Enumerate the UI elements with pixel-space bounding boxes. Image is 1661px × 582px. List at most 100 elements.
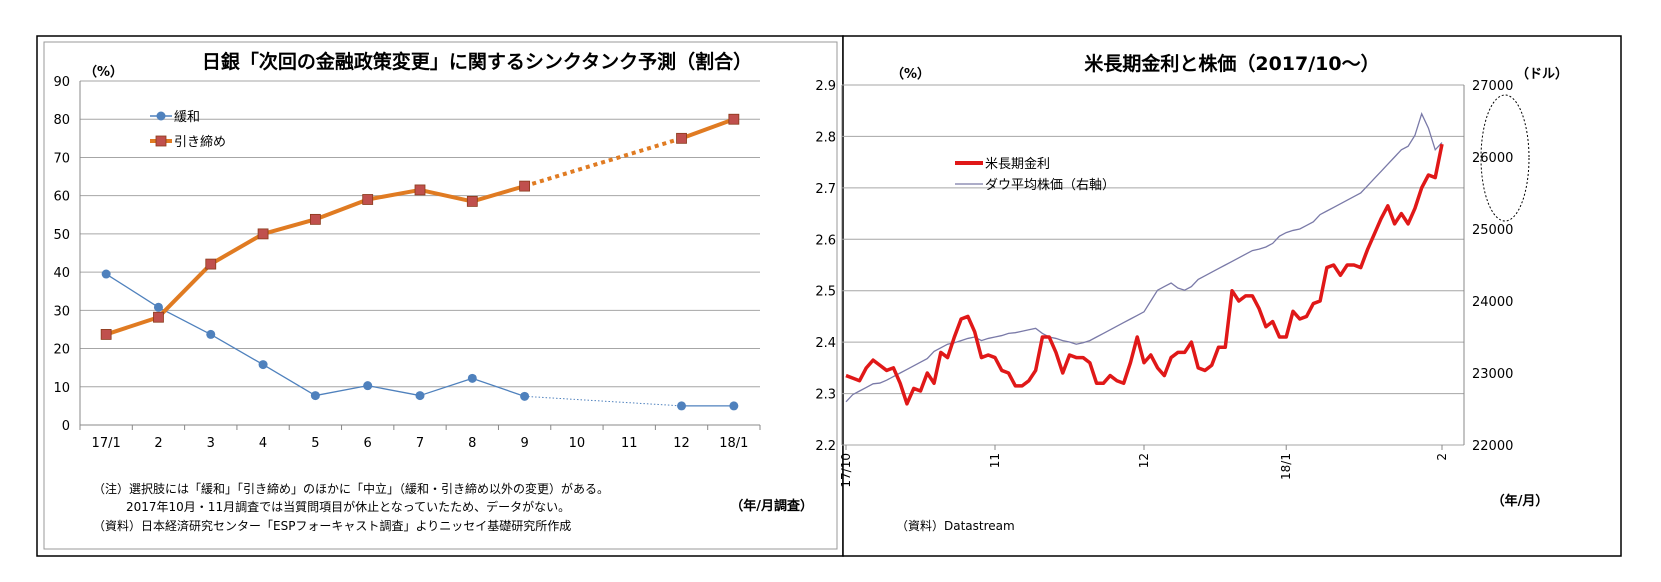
left-grid xyxy=(79,80,761,430)
hikishime-point xyxy=(153,311,164,323)
kanwa-point xyxy=(729,401,739,411)
right-x-tick-label: 18/1 xyxy=(1279,453,1293,480)
kanwa-point xyxy=(101,269,111,279)
dow-line xyxy=(845,112,1443,403)
left-chart: 日銀「次回の金融政策変更」に関するシンクタンク予測（割合） （%） 0 10 20 3… xyxy=(53,50,813,533)
yield-line xyxy=(845,143,1444,406)
hikishime-point xyxy=(362,194,374,205)
kanwa-point xyxy=(153,302,163,312)
left-x-tick-label: 5 xyxy=(311,436,319,451)
left-x-tick-label: 11 xyxy=(621,436,638,451)
left-x-axis-label: （年/月調査） xyxy=(730,498,813,514)
right-y-tick-label: 2.5 xyxy=(815,285,836,300)
left-y-tick-label: 90 xyxy=(53,75,70,90)
left-x-tick-label: 3 xyxy=(207,436,215,451)
right-y-tick-label: 2.2 xyxy=(815,439,836,454)
left-x-tick-label: 10 xyxy=(569,436,586,451)
left-y-tick-label: 20 xyxy=(53,343,70,358)
right-y-tick-label: 2.6 xyxy=(815,233,836,248)
kanwa-point xyxy=(206,329,216,339)
note-line-2: 2017年10月・11月調査では当質問項目が休止となっていたため、データがない。 xyxy=(126,499,570,514)
hikishime-point xyxy=(257,228,269,240)
hikishime-line-segment xyxy=(680,117,735,141)
note-line-1: （注）選択肢には「緩和」「引き締め」のほかに「中立」（緩和・引き締め以外の変更）… xyxy=(93,481,609,496)
right-source: （資料）Datastream xyxy=(896,519,1015,533)
legend-marker-kanwa xyxy=(156,111,166,121)
left-y-tick-label: 0 xyxy=(62,419,70,434)
hikishime-line-segment xyxy=(157,262,213,319)
kanwa-line-segment xyxy=(367,384,421,397)
right-y-tick-label: 2.8 xyxy=(815,130,836,145)
legend-label-hikishime: 引き締め xyxy=(174,134,226,150)
hikishime-point xyxy=(414,184,426,196)
right-y-ticks: 2.2 2.3 2.4 2.5 2.6 2.7 2.8 2.9 xyxy=(815,79,836,454)
right-y2-tick-label: 24000 xyxy=(1472,295,1513,310)
kanwa-line-segment xyxy=(105,273,159,308)
hikishime-line-segment xyxy=(209,232,265,266)
left-y-tick-label: 30 xyxy=(53,304,70,319)
kanwa-line-segment xyxy=(210,333,264,366)
right-chart: 米長期金利と株価（2017/10～） （%） （ドル） 2.2 2.3 2.4 2.5… xyxy=(815,52,1568,533)
left-y-tick-label: 40 xyxy=(53,266,70,281)
right-y-tick-label: 2.7 xyxy=(815,182,836,197)
note-line-3: （資料）日本経済研究センター「ESPフォーキャスト調査」よりニッセイ基礎研究所作… xyxy=(93,518,571,533)
kanwa-point xyxy=(258,360,268,370)
hikishime-line-segment xyxy=(419,187,473,204)
right-y2-tick-label: 27000 xyxy=(1472,79,1513,94)
left-y-ticks: 0 10 20 30 40 50 60 70 80 90 xyxy=(53,75,70,434)
hikishime-point xyxy=(519,180,531,192)
hikishime-point xyxy=(728,113,740,125)
legend-label-dow: ダウ平均株価（右軸） xyxy=(985,178,1115,193)
right-y2-axis-label: （ドル） xyxy=(1516,66,1568,82)
left-panel-frame xyxy=(36,35,844,557)
kanwa-line-segment xyxy=(158,306,212,335)
hikishime-line-segment xyxy=(105,315,160,337)
left-x-tick-label: 7 xyxy=(416,436,424,451)
hikishime-point xyxy=(205,258,217,270)
kanwa-point xyxy=(520,391,530,401)
legend-marker-hikishime xyxy=(155,135,167,147)
left-x-tick-label: 8 xyxy=(468,436,476,451)
left-x-tick-label: 2 xyxy=(154,436,162,451)
right-x-axis-label: （年/月） xyxy=(1492,493,1549,509)
left-y-tick-label: 50 xyxy=(53,228,70,243)
right-x-ticks: 17/10 11 12 18/1 2 xyxy=(839,453,1449,488)
left-y-tick-label: 10 xyxy=(53,381,70,396)
kanwa-point xyxy=(415,391,425,401)
right-y2-ticks: 22000 23000 24000 25000 26000 27000 xyxy=(1472,79,1513,454)
hikishime-line-segment xyxy=(314,197,369,222)
left-series xyxy=(100,113,740,411)
left-x-ticks: 17/1 2 3 4 5 6 7 8 9 10 11 12 18/1 xyxy=(92,436,749,451)
right-y2-tick-label: 22000 xyxy=(1472,439,1513,454)
hikishime-line-segment xyxy=(367,187,421,202)
left-y-axis-label: （%） xyxy=(84,64,123,80)
hikishime-point xyxy=(100,329,112,340)
legend-label-kanwa: 緩和 xyxy=(174,110,200,125)
right-y2-tick-label: 25000 xyxy=(1472,223,1513,238)
hikishime-line-segment xyxy=(524,136,683,189)
right-y2-tick-label: 26000 xyxy=(1472,151,1513,166)
hikishime-point xyxy=(466,195,478,207)
hikishime-point xyxy=(676,132,687,144)
left-y-tick-label: 60 xyxy=(53,190,70,205)
right-x-tick-label: 2 xyxy=(1435,453,1449,461)
left-x-tick-label: 18/1 xyxy=(719,436,748,451)
left-y-tick-label: 80 xyxy=(53,113,70,128)
right-legend: 米長期金利 ダウ平均株価（右軸） xyxy=(955,156,1115,193)
left-x-tick-label: 12 xyxy=(673,436,690,451)
left-x-tick-label: 17/1 xyxy=(92,436,121,451)
right-y-tick-label: 2.3 xyxy=(815,388,836,403)
right-x-tick-label: 12 xyxy=(1137,453,1151,468)
right-grid xyxy=(841,84,1465,450)
right-series xyxy=(845,112,1444,406)
right-y2-tick-label: 23000 xyxy=(1472,367,1513,382)
kanwa-line-segment xyxy=(419,377,473,397)
left-chart-area-frame xyxy=(43,41,838,550)
kanwa-point xyxy=(310,391,320,401)
right-y-tick-label: 2.9 xyxy=(815,79,836,94)
left-y-tick-label: 70 xyxy=(53,151,70,166)
kanwa-line-segment xyxy=(262,364,316,397)
hikishime-point xyxy=(309,213,321,225)
right-y-tick-label: 2.4 xyxy=(815,336,836,351)
